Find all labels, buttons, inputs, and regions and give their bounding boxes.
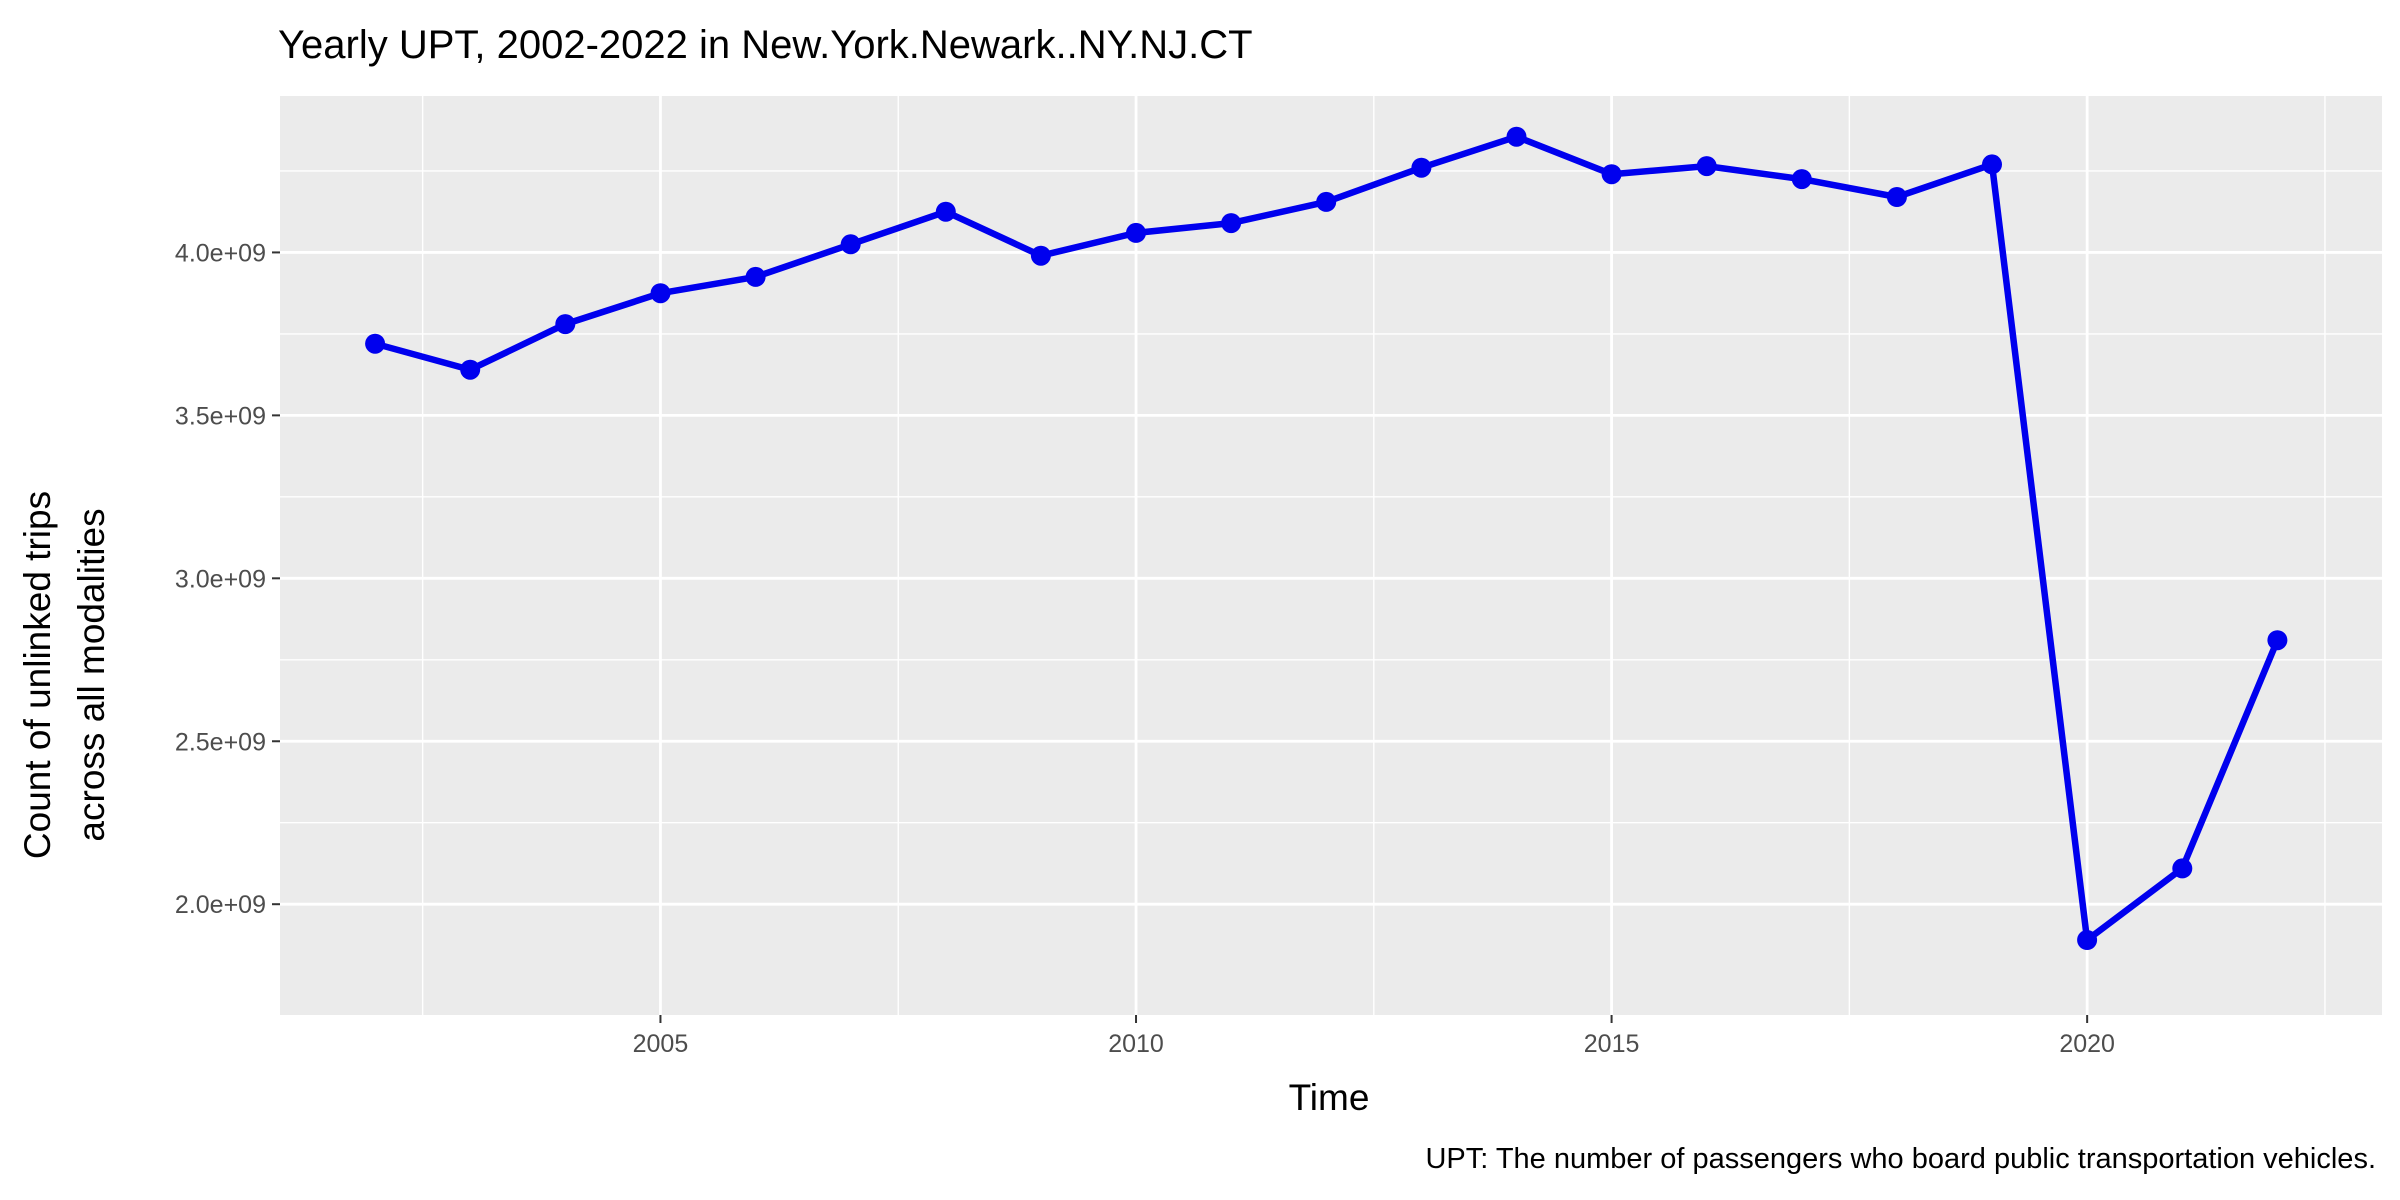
data-point <box>1316 191 1337 212</box>
data-point <box>2077 930 2098 950</box>
data-point <box>1696 156 1717 177</box>
chart-title: Yearly UPT, 2002-2022 in New.York.Newark… <box>278 23 1253 67</box>
data-point <box>1506 126 1527 147</box>
y-tick-label: 4.0e+09 <box>175 239 266 267</box>
data-point <box>460 359 481 380</box>
data-point <box>1411 157 1432 178</box>
x-tick-label: 2020 <box>2059 1030 2115 1058</box>
data-point <box>555 314 576 335</box>
data-point <box>1221 213 1242 234</box>
major-gridlines <box>280 96 2382 1015</box>
y-tick-label: 2.5e+09 <box>175 728 266 756</box>
data-point <box>745 266 766 287</box>
data-point <box>1601 164 1622 185</box>
y-tick-label: 2.0e+09 <box>175 891 266 919</box>
data-point <box>1030 245 1051 266</box>
data-point <box>935 201 956 222</box>
minor-gridlines <box>280 96 2382 1015</box>
x-tick-label: 2010 <box>1108 1030 1164 1058</box>
x-tick-label: 2015 <box>1584 1030 1640 1058</box>
x-axis-title: Time <box>1289 1077 1370 1118</box>
y-tick-label: 3.0e+09 <box>175 565 266 593</box>
series-layer <box>365 126 2288 950</box>
data-point <box>2172 858 2193 879</box>
data-point <box>1791 169 1812 190</box>
y-axis: 2.0e+09 2.5e+09 3.0e+09 3.5e+09 4.0e+09 <box>175 239 280 919</box>
x-tick-label: 2005 <box>633 1030 689 1058</box>
data-point <box>365 333 386 354</box>
data-point <box>1886 187 1907 207</box>
data-point <box>1982 154 2002 175</box>
y-tick-label: 3.5e+09 <box>175 402 266 430</box>
y-axis-title-line-1: Count of unlinked trips <box>17 491 58 859</box>
y-axis-title-line-2: across all modalities <box>71 508 112 841</box>
data-point <box>1126 222 1146 243</box>
data-point <box>2267 630 2288 651</box>
data-point <box>650 283 671 304</box>
plot-panel <box>280 96 2382 1015</box>
data-point <box>840 234 861 255</box>
x-axis: 2005 2010 2015 2020 <box>633 1015 2115 1058</box>
chart-caption: UPT: The number of passengers who board … <box>1425 1143 2376 1175</box>
